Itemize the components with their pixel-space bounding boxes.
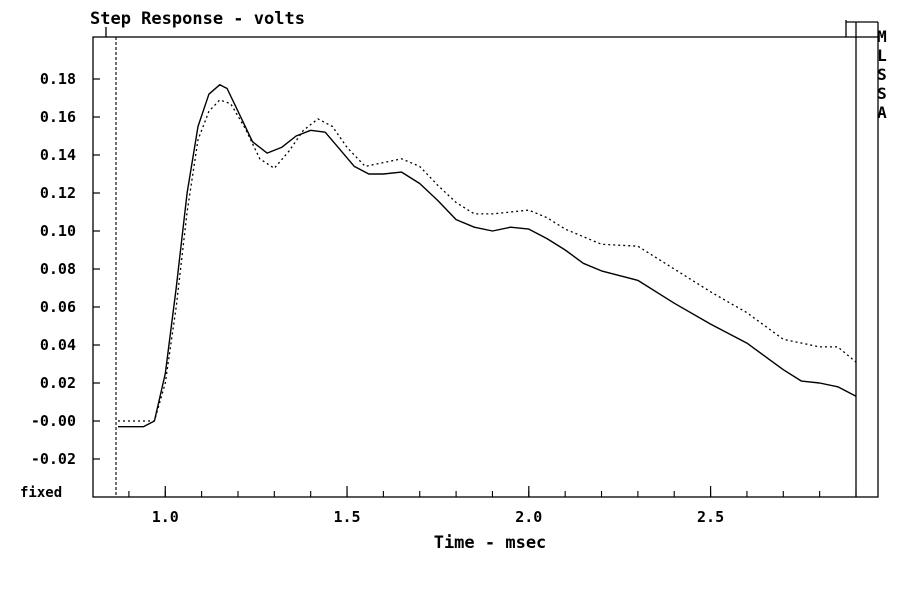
y-tick-label: 0.12 [40,184,76,202]
y-tick-label: 0.06 [40,298,76,316]
y-tick-label: -0.00 [31,412,76,430]
x-tick-label: 1.0 [152,508,179,526]
y-tick-label: 0.16 [40,108,76,126]
plot-frame-layer [92,20,879,498]
plot-frame [92,36,879,498]
series-line-1 [118,83,857,428]
x-tick-label: 2.5 [697,508,724,526]
side-label-letter: S [877,84,887,103]
x-axis-label: Time - msec [434,533,547,553]
y-tick-label: 0.18 [40,70,76,88]
side-label-letter: L [877,46,887,65]
x-tick-label: 2.0 [515,508,542,526]
y-tick-label: -0.02 [31,450,76,468]
fixed-label: fixed [20,485,62,501]
side-label-letter: A [877,103,887,122]
side-label-letter: M [877,27,887,46]
text-layer: Step Response - volts Time - msec fixed … [20,9,887,553]
series-layer [118,83,857,428]
series-line-2 [118,99,857,422]
y-tick-label: 0.08 [40,260,76,278]
chart-title: Step Response - volts [90,9,305,29]
y-tick-label: 0.04 [40,336,76,354]
x-tick-label: 1.5 [333,508,360,526]
axis-ticks-layer: -0.02 -0.00 0.02 0.04 0.06 0.08 0.10 0.12 0.14 0.… [31,70,857,526]
y-tick-label: 0.02 [40,374,76,392]
y-tick-label: 0.10 [40,222,76,240]
side-label-letter: S [877,65,887,84]
y-tick-label: 0.14 [40,146,76,164]
